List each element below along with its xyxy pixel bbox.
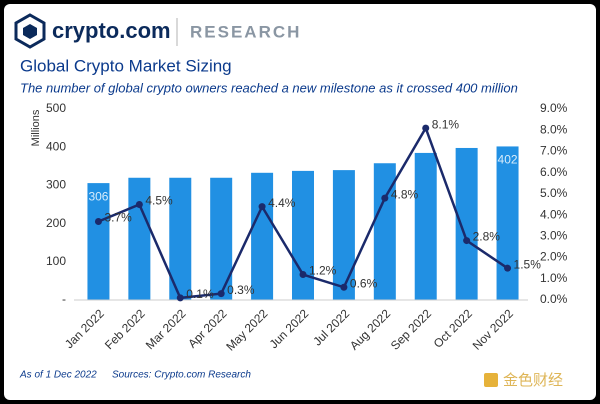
y-tick-label: 400 [46, 139, 66, 153]
bar-value-label: 402 [498, 153, 518, 167]
line-point [463, 237, 471, 245]
watermark-icon [484, 373, 498, 387]
bar [210, 177, 233, 300]
line-point [504, 264, 512, 272]
y-axis-label: Millions [30, 109, 42, 146]
bar-value-label: 306 [88, 189, 108, 203]
line-point [381, 194, 389, 202]
line-value-label: 1.5% [514, 257, 542, 271]
line-value-label: 0.1% [186, 287, 214, 301]
y2-tick-label: 4.0% [540, 207, 568, 221]
section-label: RESEARCH [190, 22, 301, 41]
bar [251, 172, 274, 300]
logo-text: crypto.com [52, 18, 171, 43]
line-value-label: 4.5% [145, 194, 173, 208]
y-tick-label: 100 [46, 254, 66, 268]
line-point [94, 217, 102, 225]
watermark: 金色财经 [503, 372, 563, 389]
y2-tick-label: 2.0% [540, 250, 568, 264]
y2-tick-label: 6.0% [540, 165, 568, 179]
y-tick-label: - [62, 292, 66, 306]
line-value-label: 3.7% [104, 211, 132, 225]
line-value-label: 0.6% [350, 276, 378, 290]
logo-icon [14, 13, 46, 49]
y-tick-label: 200 [46, 216, 66, 230]
line-point [258, 203, 266, 211]
bar [455, 147, 478, 300]
chart-title: Global Crypto Market Sizing [20, 56, 232, 75]
line-value-label: 0.3% [227, 283, 255, 297]
y2-tick-label: 5.0% [540, 186, 568, 200]
line-value-label: 2.8% [473, 230, 501, 244]
bar [332, 170, 355, 300]
bar [496, 146, 519, 300]
bar [169, 177, 192, 300]
bar [128, 177, 151, 300]
line-value-label: 1.2% [309, 264, 337, 278]
y-tick-label: 500 [46, 101, 66, 115]
bar [414, 152, 437, 300]
line-point [422, 124, 430, 132]
line-point [217, 290, 225, 298]
y2-tick-label: 7.0% [540, 144, 568, 158]
line-value-label: 4.4% [268, 196, 296, 210]
line-point [176, 294, 184, 302]
line-point [299, 271, 307, 279]
line-value-label: 4.8% [391, 187, 419, 201]
bar [292, 170, 314, 300]
line-point [135, 201, 143, 208]
line-point [340, 283, 348, 291]
y2-tick-label: 0.0% [540, 292, 568, 306]
footer-source: Sources: Crypto.com Research [112, 370, 251, 381]
y-tick-label: 300 [46, 178, 66, 192]
y2-tick-label: 1.0% [540, 271, 568, 285]
bar [373, 163, 396, 300]
line-value-label: 8.1% [432, 117, 460, 131]
footer-date: As of 1 Dec 2022 [19, 370, 97, 381]
y2-tick-label: 3.0% [540, 229, 568, 243]
y2-tick-label: 9.0% [540, 101, 568, 115]
bar [87, 183, 110, 300]
y2-tick-label: 8.0% [540, 122, 568, 136]
chart-subtitle: The number of global crypto owners reach… [20, 80, 518, 95]
